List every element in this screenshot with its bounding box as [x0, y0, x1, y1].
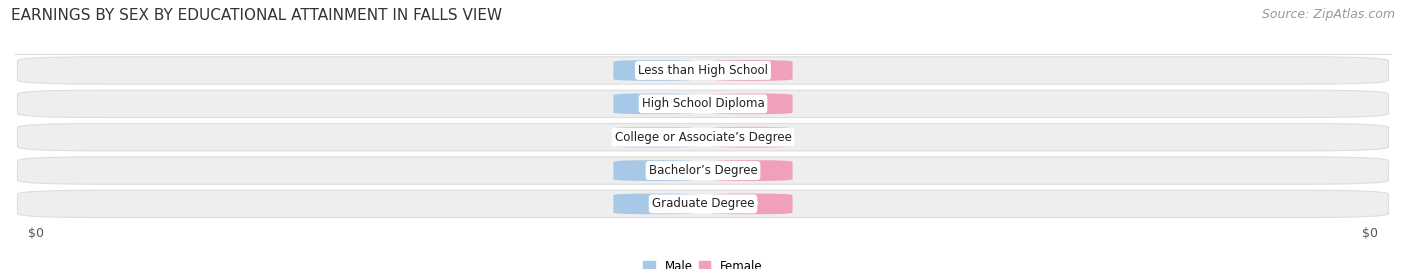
Text: Bachelor’s Degree: Bachelor’s Degree [648, 164, 758, 177]
Text: Graduate Degree: Graduate Degree [652, 197, 754, 210]
Text: Less than High School: Less than High School [638, 64, 768, 77]
FancyBboxPatch shape [613, 194, 696, 214]
FancyBboxPatch shape [613, 60, 696, 81]
Text: EARNINGS BY SEX BY EDUCATIONAL ATTAINMENT IN FALLS VIEW: EARNINGS BY SEX BY EDUCATIONAL ATTAINMEN… [11, 8, 502, 23]
Text: $0: $0 [744, 132, 759, 142]
FancyBboxPatch shape [710, 94, 793, 114]
FancyBboxPatch shape [17, 157, 1389, 184]
Text: $0: $0 [744, 199, 759, 209]
Text: Source: ZipAtlas.com: Source: ZipAtlas.com [1261, 8, 1395, 21]
Text: $0: $0 [744, 165, 759, 176]
Text: $0: $0 [647, 165, 662, 176]
Text: High School Diploma: High School Diploma [641, 97, 765, 110]
Text: $0: $0 [647, 132, 662, 142]
Text: $0: $0 [744, 99, 759, 109]
FancyBboxPatch shape [710, 194, 793, 214]
FancyBboxPatch shape [710, 60, 793, 81]
FancyBboxPatch shape [17, 190, 1389, 218]
Text: $0: $0 [28, 226, 44, 240]
FancyBboxPatch shape [710, 127, 793, 147]
FancyBboxPatch shape [17, 90, 1389, 118]
FancyBboxPatch shape [613, 94, 696, 114]
Text: $0: $0 [744, 65, 759, 76]
Legend: Male, Female: Male, Female [638, 256, 768, 269]
Text: $0: $0 [647, 99, 662, 109]
FancyBboxPatch shape [613, 127, 696, 147]
Text: College or Associate’s Degree: College or Associate’s Degree [614, 131, 792, 144]
Text: $0: $0 [647, 199, 662, 209]
FancyBboxPatch shape [17, 57, 1389, 84]
Text: $0: $0 [1362, 226, 1378, 240]
FancyBboxPatch shape [17, 123, 1389, 151]
FancyBboxPatch shape [710, 160, 793, 181]
Text: $0: $0 [647, 65, 662, 76]
FancyBboxPatch shape [613, 160, 696, 181]
